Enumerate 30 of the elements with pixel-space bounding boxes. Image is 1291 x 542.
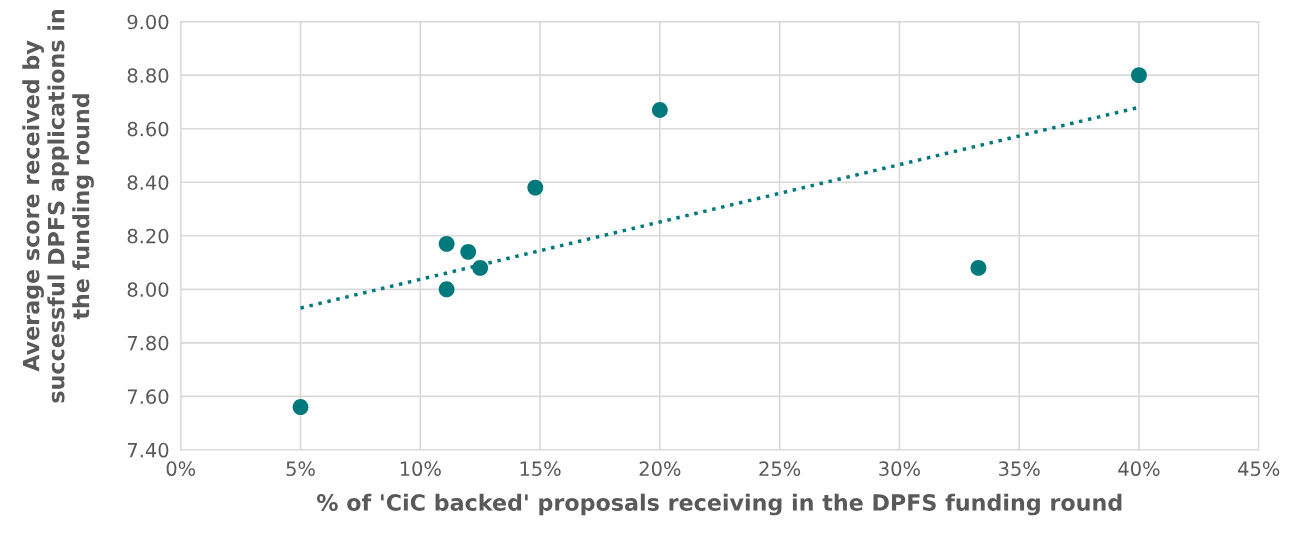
y-tick-label: 8.20 bbox=[127, 228, 169, 244]
x-tick-label: 10% bbox=[400, 461, 441, 477]
point bbox=[651, 102, 668, 118]
point bbox=[438, 281, 455, 298]
y-tick-label: 7.40 bbox=[127, 442, 169, 458]
y-axis-title: Average score received by successful DPFS applications in the funding round bbox=[22, 10, 94, 403]
y-tick-label: 7.80 bbox=[127, 335, 169, 351]
y-tick-label: 7.60 bbox=[127, 389, 169, 404]
point bbox=[527, 179, 544, 196]
y-tick-label: 9.00 bbox=[127, 14, 169, 30]
point bbox=[292, 399, 309, 415]
x-tick-label: 45% bbox=[1238, 461, 1280, 477]
y-tick-label: 8.80 bbox=[127, 68, 169, 83]
x-tick-label: 15% bbox=[520, 461, 561, 477]
x-tick-label: 40% bbox=[1118, 461, 1160, 477]
point bbox=[438, 235, 455, 252]
point bbox=[970, 259, 987, 276]
x-axis-title: % of 'CiC backed' proposals receiving in the DPFS funding round bbox=[316, 493, 1122, 516]
point bbox=[460, 243, 477, 260]
x-tick-label: 20% bbox=[639, 461, 681, 477]
point bbox=[1131, 67, 1147, 84]
y-tick-label: 8.00 bbox=[127, 282, 169, 297]
x-tick-label: 0% bbox=[166, 461, 196, 477]
x-tick-label: 30% bbox=[879, 461, 920, 477]
y-tick-label: 8.40 bbox=[127, 175, 169, 190]
x-tick-label: 25% bbox=[759, 461, 801, 477]
x-tick-label: 5% bbox=[286, 461, 315, 477]
x-tick-label: 35% bbox=[999, 461, 1040, 477]
point bbox=[472, 259, 489, 276]
y-tick-label: 8.60 bbox=[127, 121, 169, 137]
